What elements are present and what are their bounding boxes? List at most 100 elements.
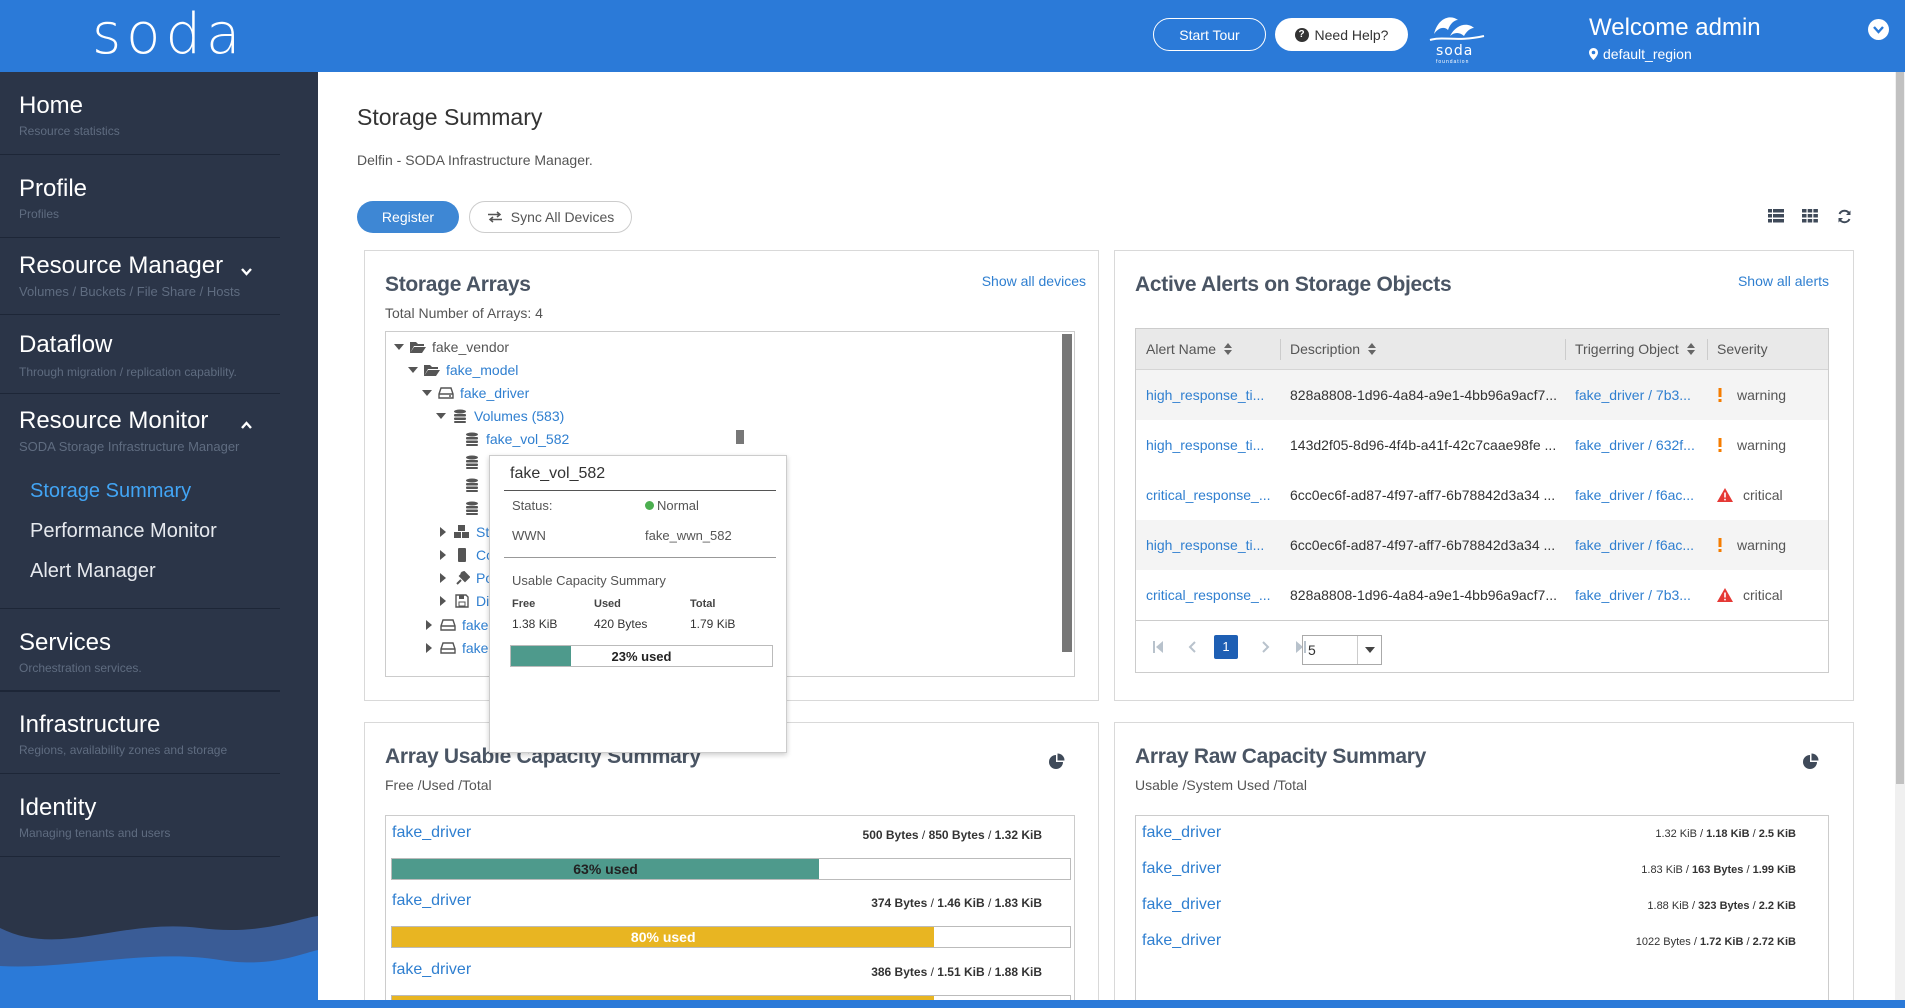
list-view-icon[interactable] bbox=[1766, 206, 1786, 226]
grid-view-icon[interactable] bbox=[1800, 206, 1820, 226]
object-cell[interactable]: fake_driver / 632f... bbox=[1575, 437, 1695, 453]
register-button[interactable]: Register bbox=[357, 201, 459, 233]
tree-node-volume-hidden[interactable] bbox=[464, 474, 480, 496]
table-row[interactable]: critical_response_... 6cc0ec6f-ad87-4f97… bbox=[1136, 470, 1828, 520]
sub-storage-summary[interactable]: Storage Summary bbox=[30, 480, 192, 502]
user-menu-toggle[interactable] bbox=[1868, 19, 1889, 40]
caret-right-icon[interactable] bbox=[440, 527, 446, 537]
caret-down-icon[interactable] bbox=[408, 367, 418, 373]
sort-icon[interactable] bbox=[1224, 343, 1233, 355]
alert-name-cell[interactable]: critical_response_... bbox=[1146, 587, 1271, 603]
tree-node-volume-hidden[interactable] bbox=[464, 497, 480, 519]
nav-profile[interactable]: Profile Profiles bbox=[0, 155, 280, 238]
column-description[interactable]: Description bbox=[1280, 329, 1565, 369]
last-page-icon[interactable] bbox=[1288, 635, 1312, 659]
rows-per-page-select[interactable]: 5 bbox=[1302, 635, 1382, 665]
sync-all-devices-button[interactable]: Sync All Devices bbox=[469, 201, 632, 233]
total-value: 2.5 KiB bbox=[1758, 828, 1796, 840]
page-scrollbar[interactable] bbox=[1895, 72, 1905, 1000]
column-triggering-object[interactable]: Trigerring Object bbox=[1565, 329, 1707, 369]
tree-node-model[interactable]: fake_model bbox=[408, 359, 518, 381]
caret-right-icon[interactable] bbox=[440, 550, 446, 560]
usable-value: 1.88 KiB bbox=[1647, 900, 1689, 912]
nav-home[interactable]: Home Resource statistics bbox=[0, 72, 280, 155]
caret-right-icon[interactable] bbox=[426, 643, 432, 653]
capacity-values: 1.88 KiB / 323 Bytes / 2.2 KiB bbox=[1647, 900, 1796, 912]
pie-chart-icon[interactable] bbox=[1047, 753, 1065, 771]
next-page-icon[interactable] bbox=[1254, 635, 1278, 659]
page-scrollbar-thumb[interactable] bbox=[1896, 72, 1904, 784]
nav-dataflow-title: Dataflow bbox=[19, 331, 113, 358]
soda-logo[interactable]: soda bbox=[92, 2, 246, 67]
tree-node-storage-pools[interactable]: St bbox=[438, 521, 489, 543]
storage-arrays-title: Storage Arrays bbox=[385, 273, 531, 296]
caret-down-icon[interactable] bbox=[1357, 636, 1381, 664]
nav-identity[interactable]: Identity Managing tenants and users bbox=[0, 774, 280, 857]
progress-label: 23% used bbox=[611, 648, 672, 664]
tree-node-controllers[interactable]: Co bbox=[438, 544, 494, 566]
usage-progress-bar: 63% used bbox=[391, 858, 1071, 880]
prev-page-icon[interactable] bbox=[1180, 635, 1204, 659]
current-page-button[interactable]: 1 bbox=[1214, 634, 1238, 659]
table-row[interactable]: critical_response_... 828a8808-1d96-4a84… bbox=[1136, 570, 1828, 620]
capacity-array-link[interactable]: fake_driver bbox=[1142, 824, 1222, 841]
caret-down-icon[interactable] bbox=[394, 344, 404, 350]
capacity-values: 1.83 KiB / 163 Bytes / 1.99 KiB bbox=[1641, 864, 1796, 876]
used-label: Used bbox=[594, 598, 621, 610]
wwn-label: WWN bbox=[512, 528, 546, 543]
caret-right-icon[interactable] bbox=[440, 573, 446, 583]
capacity-array-link[interactable]: fake_driver bbox=[1142, 932, 1222, 949]
nav-resource-manager[interactable]: Resource Manager Volumes / Buckets / Fil… bbox=[0, 238, 280, 315]
tree-node-ports[interactable]: Po bbox=[438, 567, 493, 589]
capacity-array-link[interactable]: fake_driver bbox=[392, 824, 472, 841]
refresh-icon[interactable] bbox=[1834, 206, 1854, 226]
sort-icon[interactable] bbox=[1368, 343, 1377, 355]
alert-name-cell[interactable]: high_response_ti... bbox=[1146, 437, 1265, 453]
capacity-array-link[interactable]: fake_driver bbox=[1142, 896, 1222, 913]
database-icon bbox=[466, 455, 478, 469]
show-all-alerts-link[interactable]: Show all alerts bbox=[1737, 273, 1829, 289]
table-row[interactable]: high_response_ti... 143d2f05-8d96-4f4b-a… bbox=[1136, 420, 1828, 470]
system-used-value: 163 Bytes bbox=[1692, 864, 1744, 876]
need-help-button[interactable]: ? Need Help? bbox=[1275, 18, 1408, 51]
show-all-devices-link[interactable]: Show all devices bbox=[981, 273, 1086, 289]
tree-node-volume-hidden[interactable] bbox=[464, 451, 480, 473]
tree-node-driver-3[interactable]: fake bbox=[424, 637, 488, 659]
nav-identity-title: Identity bbox=[19, 794, 97, 821]
object-cell[interactable]: fake_driver / 7b3... bbox=[1575, 387, 1691, 403]
tree-node-volume[interactable]: fake_vol_582 bbox=[464, 428, 569, 450]
caret-down-icon[interactable] bbox=[422, 390, 432, 396]
alert-name-cell[interactable]: high_response_ti... bbox=[1146, 537, 1265, 553]
caret-down-icon[interactable] bbox=[436, 413, 446, 419]
folder-open-icon bbox=[410, 342, 426, 353]
capacity-array-link[interactable]: fake_driver bbox=[392, 892, 472, 909]
alert-name-cell[interactable]: high_response_ti... bbox=[1146, 387, 1265, 403]
sub-alert-manager[interactable]: Alert Manager bbox=[30, 560, 156, 582]
table-row[interactable]: high_response_ti... 6cc0ec6f-ad87-4f97-a… bbox=[1136, 520, 1828, 570]
tree-node-driver[interactable]: fake_driver bbox=[422, 382, 529, 404]
nav-dataflow[interactable]: Dataflow Through migration / replication… bbox=[0, 315, 280, 394]
start-tour-button[interactable]: Start Tour bbox=[1153, 18, 1266, 51]
tree-node-driver-2[interactable]: fake bbox=[424, 614, 488, 636]
tree-node-volumes[interactable]: Volumes (583) bbox=[436, 405, 564, 427]
capacity-array-link[interactable]: fake_driver bbox=[392, 961, 472, 978]
alert-name-cell[interactable]: critical_response_... bbox=[1146, 487, 1271, 503]
pie-chart-icon[interactable] bbox=[1801, 753, 1819, 771]
sort-icon[interactable] bbox=[1686, 343, 1695, 355]
nav-resource-monitor[interactable]: Resource Monitor SODA Storage Infrastruc… bbox=[0, 394, 280, 692]
column-alert-name[interactable]: Alert Name bbox=[1136, 329, 1280, 369]
nav-services[interactable]: Services Orchestration services. bbox=[0, 608, 280, 691]
caret-right-icon[interactable] bbox=[426, 620, 432, 630]
object-cell[interactable]: fake_driver / 7b3... bbox=[1575, 587, 1691, 603]
first-page-icon[interactable] bbox=[1146, 635, 1170, 659]
caret-right-icon[interactable] bbox=[440, 596, 446, 606]
nav-infrastructure[interactable]: Infrastructure Regions, availability zon… bbox=[0, 691, 280, 774]
sub-performance-monitor[interactable]: Performance Monitor bbox=[30, 520, 217, 542]
capacity-array-link[interactable]: fake_driver bbox=[1142, 860, 1222, 877]
object-cell[interactable]: fake_driver / f6ac... bbox=[1575, 487, 1695, 503]
tree-scrollbar[interactable] bbox=[1062, 334, 1072, 652]
tree-node-disks[interactable]: Di bbox=[438, 590, 489, 612]
table-row[interactable]: high_response_ti... 828a8808-1d96-4a84-a… bbox=[1136, 370, 1828, 420]
tree-node-vendor[interactable]: fake_vendor bbox=[394, 336, 509, 358]
object-cell[interactable]: fake_driver / f6ac... bbox=[1575, 537, 1695, 553]
